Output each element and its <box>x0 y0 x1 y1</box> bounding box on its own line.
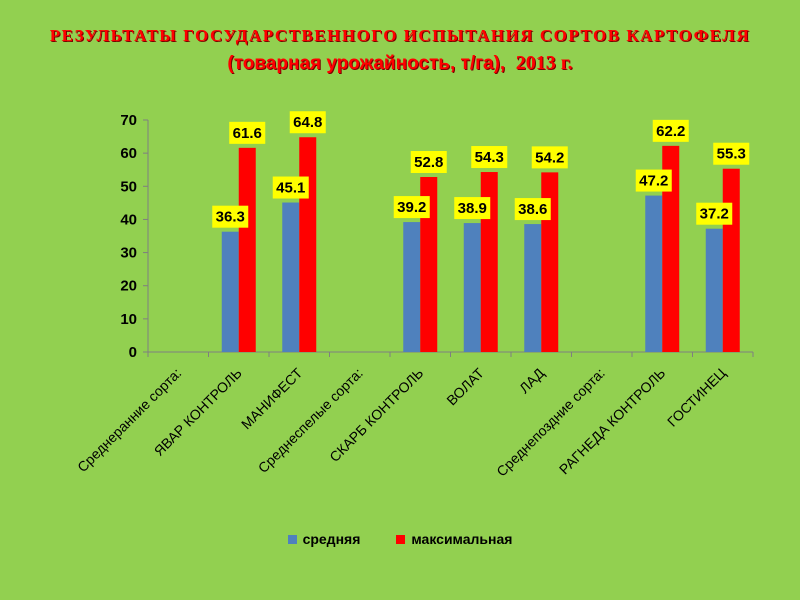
y-tick-label: 20 <box>120 278 137 295</box>
data-label-bg <box>410 151 447 174</box>
data-label-bg <box>393 196 430 219</box>
bar-maximum <box>420 177 438 352</box>
legend-label-avg: средняя <box>302 531 361 547</box>
data-label-bg <box>635 169 672 192</box>
y-tick-label: 60 <box>120 145 137 162</box>
y-tick-label: 40 <box>120 211 137 228</box>
chart-year: 2013 г. <box>515 52 573 74</box>
data-label: 55.3 <box>717 146 746 163</box>
x-category-label: Среднеранние сорта: <box>74 365 184 475</box>
data-label: 45.1 <box>276 180 305 197</box>
data-label-bg <box>696 202 733 225</box>
data-label: 54.2 <box>535 149 564 166</box>
y-tick-label: 70 <box>120 112 137 129</box>
bar-average <box>221 231 239 352</box>
data-label-bg <box>471 146 508 169</box>
data-label-bg <box>454 197 491 220</box>
y-tick-label: 0 <box>129 344 137 361</box>
bar-average <box>705 228 723 352</box>
chart-title: РЕЗУЛЬТАТЫ ГОСУДАРСТВЕННОГО ИСПЫТАНИЯ СО… <box>49 26 751 45</box>
chart-subtitle-text: (товарная урожайность, т/га), <box>227 53 506 74</box>
data-label-bg <box>229 121 266 144</box>
bar-maximum <box>238 147 256 352</box>
data-label-bg <box>289 111 326 134</box>
x-category-label: ГОСТИНЕЦ <box>664 364 729 429</box>
bar-average <box>463 223 481 352</box>
x-category-label: МАНИФЕСТ <box>238 364 306 432</box>
data-label: 62.2 <box>656 123 685 140</box>
data-label-bg <box>531 146 568 169</box>
data-label: 36.3 <box>216 209 245 226</box>
legend-swatch-max <box>396 534 406 544</box>
data-label-bg <box>272 176 309 199</box>
data-label: 47.2 <box>639 173 668 190</box>
data-label: 39.2 <box>397 199 426 216</box>
bar-maximum <box>662 145 680 352</box>
bar-average <box>645 195 663 352</box>
data-label-bg <box>514 198 551 221</box>
data-label: 64.8 <box>293 114 322 131</box>
x-category-label: ВОЛАТ <box>443 364 487 408</box>
data-label: 61.6 <box>233 125 262 142</box>
data-label: 37.2 <box>700 206 729 223</box>
legend-item-avg: средняя <box>287 531 361 547</box>
legend-swatch-avg <box>287 534 297 544</box>
x-category-label: Среднеспелые сорта: <box>255 365 366 476</box>
bar-average <box>282 202 300 352</box>
data-label-bg <box>713 142 750 165</box>
data-label-bg <box>212 205 249 228</box>
legend-label-max: максимальная <box>411 531 513 547</box>
x-category-label: Среднепоздние сорта: <box>493 365 608 480</box>
y-tick-label: 10 <box>120 311 137 328</box>
x-category-label: РАГНЕДА КОНТРОЛЬ <box>556 365 669 478</box>
data-label: 38.9 <box>458 200 487 217</box>
data-label: 52.8 <box>414 154 443 171</box>
bar-average <box>403 222 421 352</box>
y-tick-label: 30 <box>120 245 137 262</box>
x-category-label: ЛАД <box>516 364 548 396</box>
data-label-bg <box>652 119 689 142</box>
y-tick-label: 50 <box>120 178 137 195</box>
legend-item-max: максимальная <box>396 531 512 547</box>
data-label: 38.6 <box>518 201 547 218</box>
data-label: 54.3 <box>475 149 504 166</box>
bar-average <box>524 224 542 352</box>
legend: средняя максимальная <box>0 531 800 547</box>
chart-subtitle: (товарная урожайность, т/га), 2013 г. <box>0 52 800 75</box>
bar-maximum <box>722 168 740 352</box>
bar-maximum <box>299 137 317 352</box>
